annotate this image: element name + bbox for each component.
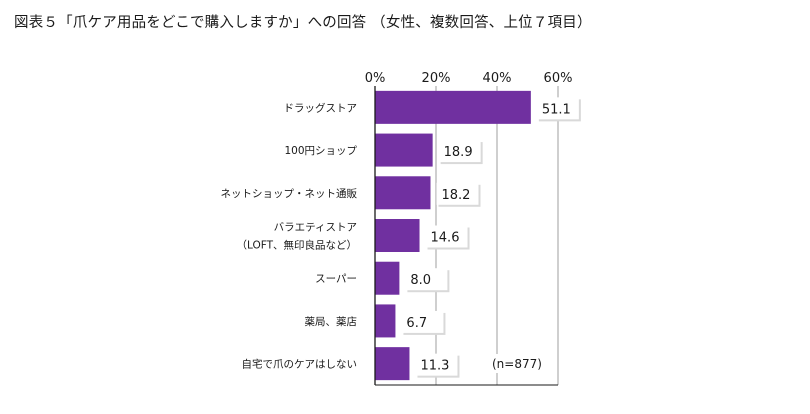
data-label: 14.6	[431, 231, 460, 246]
bar	[375, 261, 400, 295]
data-label-box	[536, 97, 579, 120]
x-tick-label: 60%	[544, 71, 573, 86]
bar	[375, 133, 433, 167]
data-label-box	[438, 140, 481, 163]
data-label-box	[425, 225, 468, 248]
bar	[375, 304, 396, 338]
category-label: スーパー	[315, 273, 357, 285]
data-label-box	[436, 182, 479, 205]
data-label-box	[401, 310, 444, 333]
category-label: ネットショップ・ネット通販	[221, 188, 358, 200]
x-tick-label: 0%	[365, 71, 386, 86]
data-label: 51.1	[542, 102, 571, 117]
category-label: 薬局、薬店	[305, 315, 358, 328]
x-tick-label: 40%	[483, 71, 512, 86]
category-label: バラエティストア	[274, 222, 357, 234]
page-title: 図表５「爪ケア用品をどこで購入しますか」への回答 （女性、複数回答、上位７項目）	[14, 15, 592, 31]
data-label: 18.9	[444, 145, 473, 160]
category-label: （LOFT、無印良品など）	[236, 239, 357, 252]
bar	[375, 90, 531, 124]
data-label: 6.7	[406, 316, 427, 331]
sample-size-note: (n=877)	[492, 357, 542, 371]
data-label: 11.3	[420, 359, 449, 374]
data-label: 8.0	[410, 273, 431, 288]
data-label-box	[405, 268, 448, 291]
category-label: ドラッグストア	[284, 101, 358, 114]
bar	[375, 176, 431, 210]
data-label: 18.2	[442, 188, 471, 203]
x-tick-label: 20%	[422, 71, 451, 86]
bar	[375, 219, 420, 252]
data-label-box	[415, 353, 458, 376]
sample-size-note-background	[488, 354, 554, 373]
bar	[375, 347, 410, 381]
category-label: 100円ショップ	[284, 145, 357, 157]
category-label: 自宅で爪のケアはしない	[242, 358, 358, 371]
